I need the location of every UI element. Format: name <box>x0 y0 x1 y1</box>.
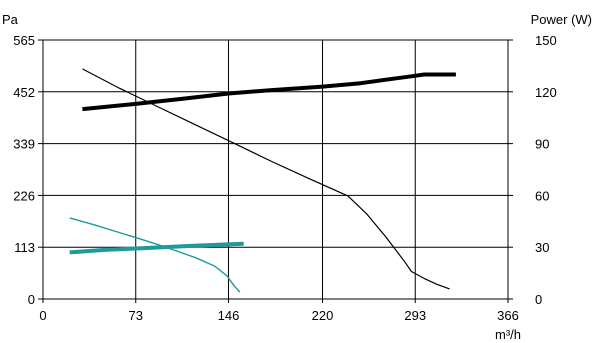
x-tick-label: 220 <box>312 308 334 323</box>
y-right-tick-label: 60 <box>535 188 549 203</box>
x-tick-label: 146 <box>218 308 240 323</box>
y-right-tick-label: 0 <box>535 292 542 307</box>
grid <box>42 39 509 300</box>
series-layer <box>69 68 456 293</box>
y-right-tick-label: 120 <box>535 85 557 100</box>
x-tick-label: 73 <box>129 308 143 323</box>
y-left-tick-label: 226 <box>13 188 35 203</box>
tick-labels: 0 73 146 220 293 366 0 113 226 339 452 565 0 30 60 90 12… <box>13 33 556 323</box>
y-right-tick-label: 30 <box>535 240 549 255</box>
y-right-tick-label: 150 <box>535 33 557 48</box>
y-axis-left-title: Pa <box>2 12 19 27</box>
y-left-tick-label: 339 <box>13 137 35 152</box>
x-tick-label: 293 <box>404 308 426 323</box>
x-tick-label: 0 <box>39 308 46 323</box>
x-tick-label: 366 <box>497 308 519 323</box>
y-left-tick-label: 0 <box>28 292 35 307</box>
series-line-4 <box>69 241 244 255</box>
y-left-tick-label: 113 <box>14 240 35 255</box>
series-line-1 <box>82 68 450 290</box>
series-line-3 <box>69 217 241 293</box>
x-axis-title: m³/h <box>495 327 521 342</box>
series-line-2 <box>82 72 456 112</box>
y-right-tick-label: 90 <box>535 137 549 152</box>
y-axis-right-title: Power (W) <box>531 12 592 27</box>
plot-frame <box>42 39 509 300</box>
y-left-tick-label: 565 <box>13 33 35 48</box>
y-left-tick-label: 452 <box>13 85 35 100</box>
